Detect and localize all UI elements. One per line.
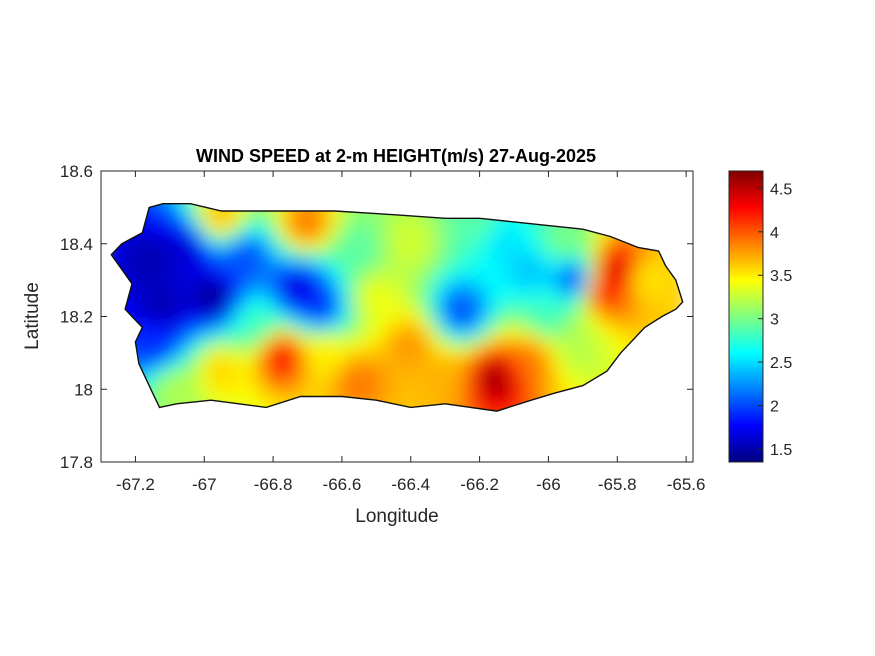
x-tick-label: -66 — [536, 475, 561, 494]
x-tick-label: -65.8 — [598, 475, 637, 494]
y-tick-label: 17.8 — [60, 453, 93, 472]
colorbar-tick-label: 1.5 — [770, 442, 792, 459]
plot-area: -67.2 -67 -66.8 -66.6 -66.4 -66.2 -66 -65.8 -65.… — [60, 162, 706, 494]
colorbar-scale — [728, 170, 764, 463]
y-tick-label: 18.4 — [60, 235, 93, 254]
colorbar: 1.5 2 2.5 3 3.5 4 4.5 — [728, 170, 792, 463]
x-tick-label: -66.6 — [323, 475, 362, 494]
colorbar-tick-label: 3.5 — [770, 268, 792, 285]
y-tick-label: 18.2 — [60, 308, 93, 327]
x-axis-label: Longitude — [355, 506, 438, 527]
colorbar-tick-label: 2 — [770, 399, 779, 416]
y-tick-label: 18.6 — [60, 162, 93, 181]
chart-title: WIND SPEED at 2-m HEIGHT(m/s) 27-Aug-202… — [196, 146, 596, 166]
colorbar-tick-label: 2.5 — [770, 355, 792, 372]
island-outline — [110, 203, 684, 412]
y-axis-label: Latitude — [22, 282, 43, 350]
colorbar-tick-label: 4 — [770, 225, 779, 242]
x-tick-label: -66.4 — [391, 475, 430, 494]
x-axis: -67.2 -67 -66.8 -66.6 -66.4 -66.2 -66 -65.8 -65.… — [116, 171, 705, 494]
coastline — [110, 203, 684, 412]
y-axis: 18.6 18.4 18.2 18 17.8 — [60, 162, 693, 472]
x-tick-label: -66.2 — [460, 475, 499, 494]
colorbar-tick-label: 3 — [770, 312, 779, 329]
x-tick-label: -65.6 — [667, 475, 706, 494]
x-tick-label: -67 — [192, 475, 217, 494]
y-tick-label: 18 — [74, 380, 93, 399]
x-tick-label: -67.2 — [116, 475, 155, 494]
colorbar-tick-label: 4.5 — [770, 181, 792, 198]
x-tick-label: -66.8 — [254, 475, 293, 494]
